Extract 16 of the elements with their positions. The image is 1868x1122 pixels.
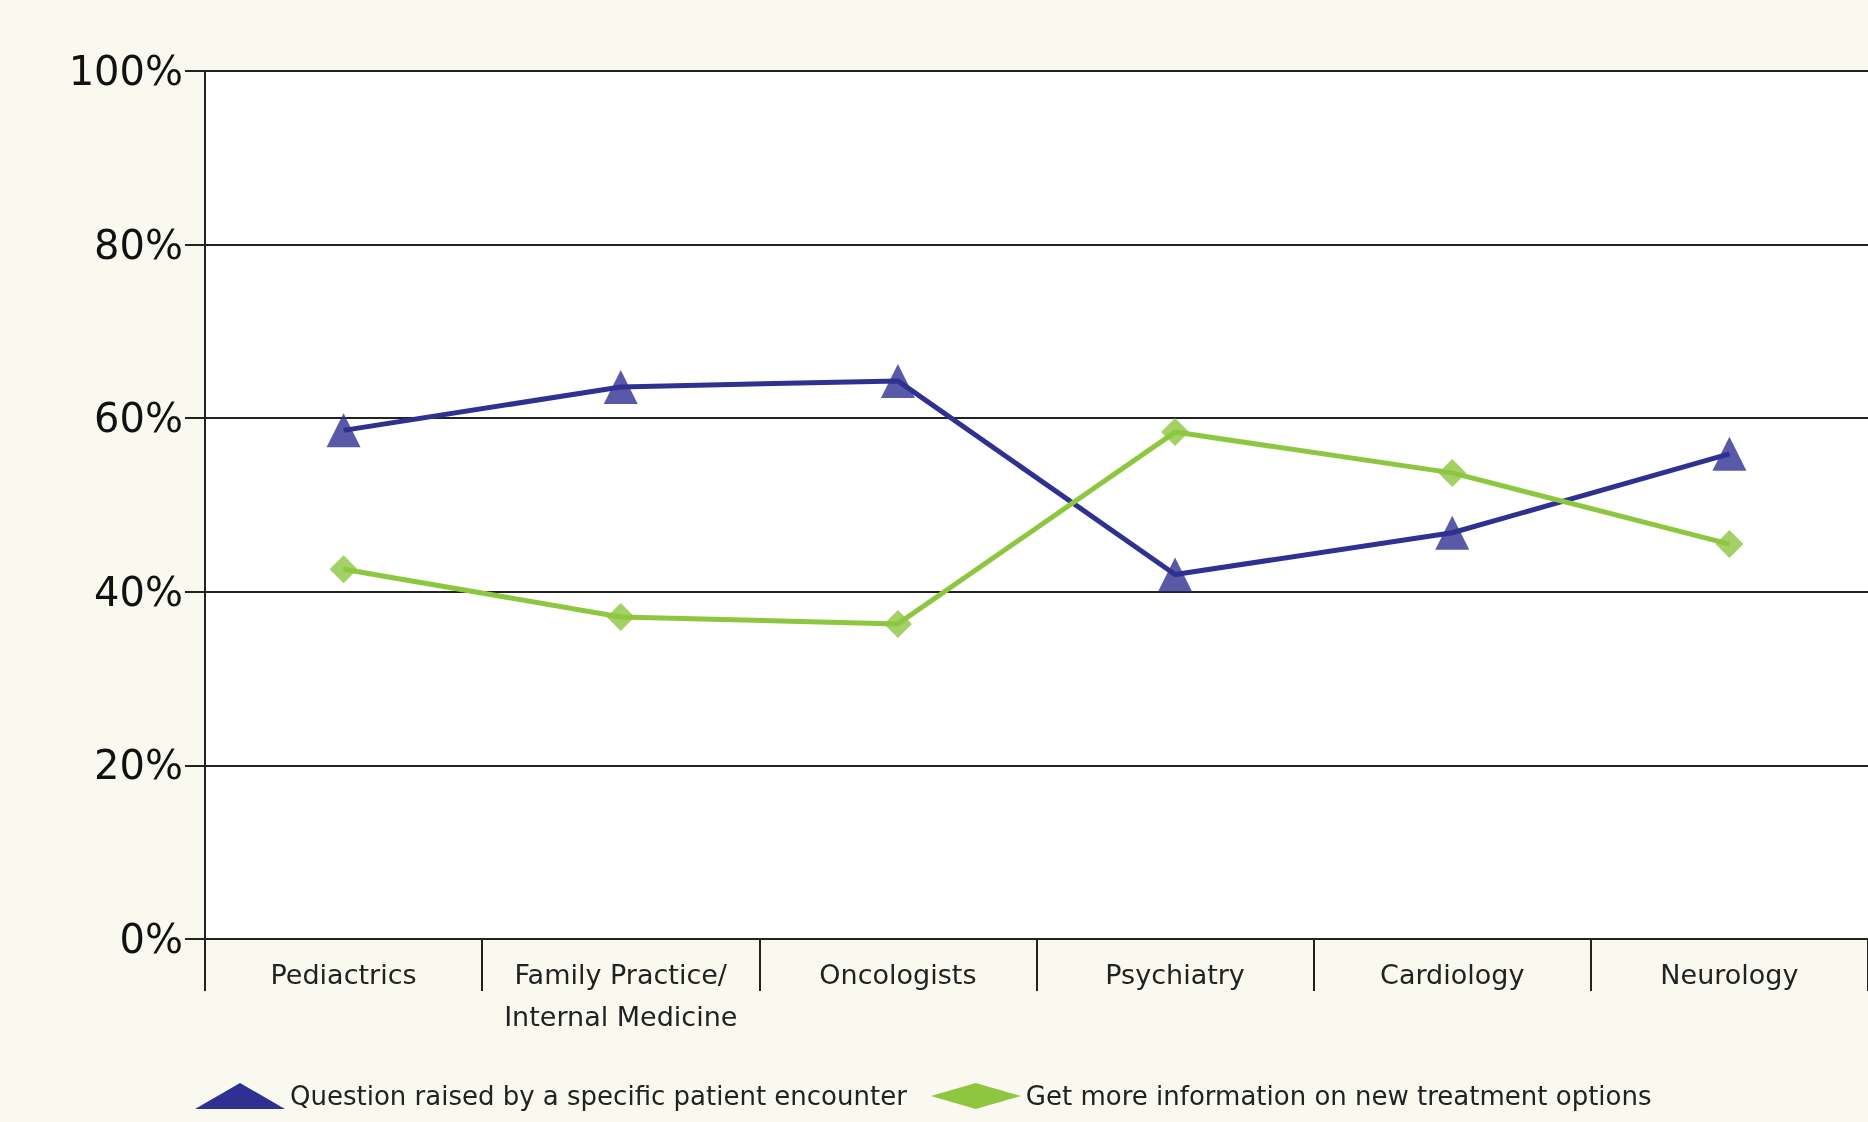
legend-label: Question raised by a specific patient encounter xyxy=(290,1081,908,1111)
x-tick-label: Psychiatry xyxy=(1105,958,1245,990)
x-tick-label: Neurology xyxy=(1660,958,1799,990)
y-tick-label: 100% xyxy=(68,48,183,94)
x-tick-label: Oncologists xyxy=(819,958,977,990)
y-tick-label: 0% xyxy=(119,916,183,962)
y-tick-label: 60% xyxy=(94,395,183,442)
y-tick-label: 80% xyxy=(94,221,183,268)
x-tick-label: Family Practice/ Internal Medicine xyxy=(504,958,738,1032)
point xyxy=(1712,436,1747,471)
point xyxy=(326,413,361,448)
y-tick-label: 20% xyxy=(94,742,183,789)
y-tick-label: 40% xyxy=(94,568,183,615)
x-tick-label: Pediactrics xyxy=(270,958,417,990)
legend-label: Get more information on new treatment options xyxy=(1025,1081,1652,1111)
x-tick-label: Cardiology xyxy=(1380,958,1525,990)
